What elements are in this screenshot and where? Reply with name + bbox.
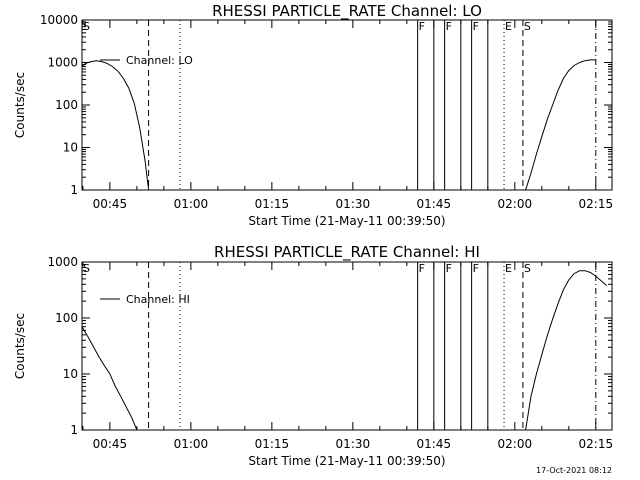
y-tick-label: 10	[63, 367, 78, 381]
y-tick-label: 10	[63, 141, 78, 155]
y-tick-label: 100	[55, 311, 78, 325]
y-tick-label: 1000	[47, 56, 78, 70]
x-axis-label: Start Time (21-May-11 00:39:50)	[248, 214, 445, 228]
x-tick-label: 02:00	[498, 197, 533, 211]
chart-title: RHESSI PARTICLE_RATE Channel: HI	[214, 243, 480, 262]
y-tick-label: 1	[70, 183, 78, 197]
x-tick-label: 02:15	[579, 197, 614, 211]
event-marker-label: S	[524, 262, 531, 275]
event-marker-label: F	[446, 20, 452, 33]
y-tick-label: 1000	[47, 255, 78, 269]
series-line-segment	[81, 326, 138, 431]
series-line-segment	[81, 60, 150, 191]
chart-title: RHESSI PARTICLE_RATE Channel: LO	[212, 2, 482, 21]
event-marker-label: F	[419, 20, 425, 33]
x-tick-label: 01:00	[174, 437, 209, 451]
footer-timestamp: 17-Oct-2021 08:12	[536, 466, 612, 475]
x-tick-label: 01:30	[336, 437, 371, 451]
x-tick-label: 01:30	[336, 197, 371, 211]
x-tick-label: 01:45	[417, 437, 452, 451]
series-line-segment	[525, 270, 607, 431]
y-tick-label: 100	[55, 98, 78, 112]
event-marker-label: F	[446, 262, 452, 275]
event-marker-label: S	[83, 20, 90, 33]
x-tick-label: 02:15	[579, 437, 614, 451]
y-axis-label: Counts/sec	[13, 72, 27, 138]
x-tick-label: 00:45	[93, 437, 128, 451]
x-tick-label: 00:45	[93, 197, 128, 211]
chart-panel-hi: RHESSI PARTICLE_RATE Channel: HI 1 10 100 10…	[13, 243, 613, 468]
plot-frame	[81, 261, 613, 431]
event-marker-label: E	[505, 20, 512, 33]
event-marker-label: F	[473, 20, 479, 33]
x-tick-label: 01:45	[417, 197, 452, 211]
y-tick-label: 10000	[40, 13, 78, 27]
x-tick-label: 02:00	[498, 437, 533, 451]
x-tick-label: 01:15	[255, 197, 290, 211]
y-tick-label: 1	[70, 423, 78, 437]
x-tick-label: 01:00	[174, 197, 209, 211]
x-axis-label: Start Time (21-May-11 00:39:50)	[248, 454, 445, 468]
event-marker-label: F	[473, 262, 479, 275]
legend-label: Channel: HI	[126, 293, 190, 306]
event-marker-label: S	[524, 20, 531, 33]
chart-panel-lo: RHESSI PARTICLE_RATE Channel: LO 1 10 100 10…	[13, 2, 613, 228]
legend-label: Channel: LO	[126, 54, 193, 67]
event-marker-label: E	[505, 262, 512, 275]
y-axis-label: Counts/sec	[13, 313, 27, 379]
plot-frame	[81, 19, 613, 191]
x-tick-label: 01:15	[255, 437, 290, 451]
series-line-segment	[525, 59, 596, 191]
event-marker-label: F	[419, 262, 425, 275]
event-marker-label: S	[83, 262, 90, 275]
